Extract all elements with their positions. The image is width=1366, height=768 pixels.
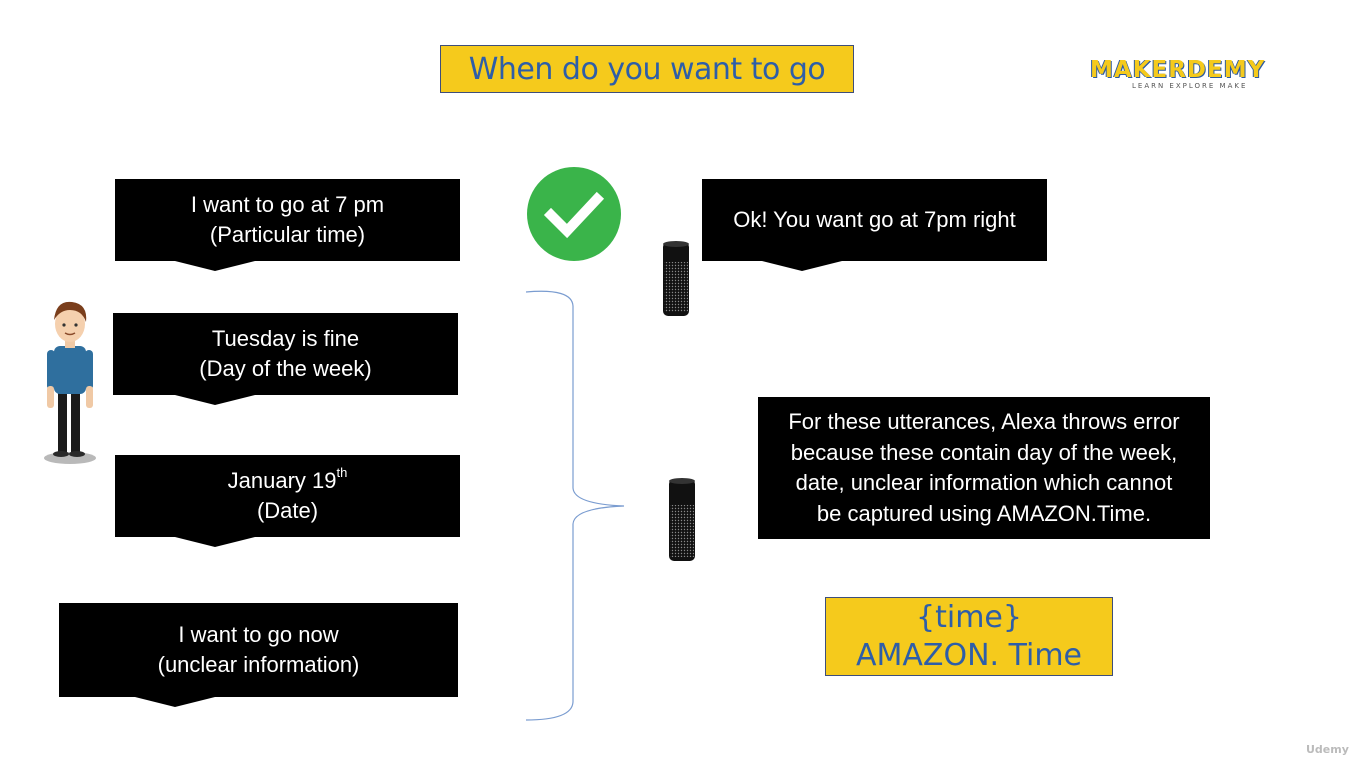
- utterance-category: (Date): [256, 498, 319, 523]
- bubble-tail: [135, 697, 215, 707]
- utterance-text: January 19th: [227, 465, 348, 494]
- bubble-tail: [762, 261, 842, 271]
- udemy-watermark: Udemy: [1306, 743, 1349, 756]
- ordinal-suffix: th: [336, 465, 348, 480]
- error-line: date, unclear information which cannot: [795, 470, 1173, 495]
- echo-speaker-icon: [669, 478, 695, 561]
- echo-speaker-icon: [663, 241, 689, 316]
- error-line: be captured using AMAZON.Time.: [816, 500, 1152, 526]
- checkmark-icon: [527, 167, 621, 261]
- makerdemy-logo: MAKERDEMY LEARN EXPLORE MAKE: [1090, 58, 1282, 94]
- error-line: because these contain day of the week,: [790, 439, 1178, 465]
- alexa-response-text: Ok! You want go at 7pm right: [733, 207, 1016, 232]
- utterance-text: Tuesday is fine: [211, 326, 360, 351]
- person-icon: [44, 301, 96, 464]
- slide-title: When do you want to go: [440, 45, 854, 93]
- slot-type-box: {time} AMAZON. Time: [825, 597, 1113, 676]
- utterance-date: January 19th (Date): [115, 455, 460, 537]
- logo-tagline: LEARN EXPLORE MAKE: [1132, 82, 1248, 90]
- utterance-category: (Particular time): [209, 222, 366, 247]
- utterance-text: I want to go at 7 pm: [190, 192, 385, 217]
- utterance-unclear: I want to go now (unclear information): [59, 603, 458, 697]
- utterance-category: (unclear information): [157, 652, 360, 677]
- utterance-day-of-week: Tuesday is fine (Day of the week): [113, 313, 458, 395]
- bubble-tail: [175, 261, 255, 271]
- utterance-text: I want to go now: [178, 622, 339, 647]
- slot-name: {time}: [916, 599, 1022, 635]
- bubble-tail: [175, 395, 255, 405]
- alexa-response: Ok! You want go at 7pm right: [702, 179, 1047, 261]
- error-line: For these utterances, Alexa throws error: [788, 409, 1180, 434]
- error-explanation: For these utterances, Alexa throws error…: [758, 397, 1210, 539]
- bubble-tail: [175, 537, 255, 547]
- utterance-particular-time: I want to go at 7 pm (Particular time): [115, 179, 460, 261]
- logo-name: MAKERDEMY: [1090, 57, 1266, 83]
- grouping-brace: [525, 290, 625, 721]
- slot-type: AMAZON. Time: [855, 637, 1083, 673]
- utterance-category: (Day of the week): [199, 356, 372, 381]
